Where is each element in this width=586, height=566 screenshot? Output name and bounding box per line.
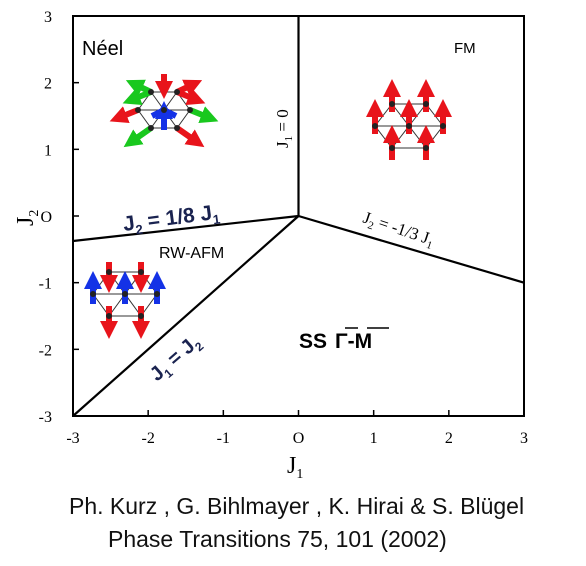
x-tick-label: -2 — [142, 430, 155, 447]
citation-authors: Ph. Kurz , G. Bihlmayer , K. Hirai & S. … — [69, 493, 525, 519]
y-tick-label: 3 — [44, 9, 52, 26]
phase-boundaries — [72, 16, 525, 417]
phase-label-ss: SS Γ-M — [299, 330, 372, 353]
x-tick-label: 3 — [520, 430, 528, 447]
y-tick-label: -3 — [39, 409, 52, 426]
fm-spin-texture-icon — [366, 79, 452, 160]
y-tick-label: 2 — [44, 76, 52, 93]
rw-afm-spin-texture-icon — [84, 262, 166, 339]
neel-spin-texture-icon — [109, 74, 219, 148]
y-tick-labels: 3 2 1 O -1 -2 -3 — [39, 9, 52, 426]
phase-label-fm: FM — [454, 40, 476, 57]
y-tick-label: -1 — [39, 276, 52, 293]
boundary-label-j1-zero: J1 = 0 — [273, 109, 295, 148]
phase-boundary-line — [72, 214, 299, 243]
y-tick-label: -2 — [39, 342, 52, 359]
phase-label-rw-afm: RW-AFM — [159, 245, 224, 262]
phase-boundary-line — [298, 214, 525, 284]
tick-marks — [72, 15, 525, 417]
citation-journal: Phase Transitions 75, 101 (2002) — [108, 526, 447, 552]
x-axis-label: J1 — [287, 453, 303, 482]
x-tick-label: 1 — [370, 430, 378, 447]
boundary-label-j2-eighth-j1: J2 = 1/8 J1 — [122, 201, 221, 239]
boundary-label-j1-equals-j2: J1 = J2 — [146, 331, 207, 388]
y-tick-label: 1 — [44, 142, 52, 159]
x-tick-label: O — [293, 430, 305, 447]
y-tick-label: O — [40, 209, 52, 226]
phase-label-neel: Néel — [82, 38, 123, 60]
y-axis-label: J2 — [13, 210, 42, 226]
x-tick-label: -3 — [66, 430, 79, 447]
x-tick-label: 2 — [445, 430, 453, 447]
x-tick-labels: -3 -2 -1 O 1 2 3 — [66, 430, 528, 447]
phase-boundary-line — [72, 215, 300, 417]
x-tick-label: -1 — [217, 430, 230, 447]
